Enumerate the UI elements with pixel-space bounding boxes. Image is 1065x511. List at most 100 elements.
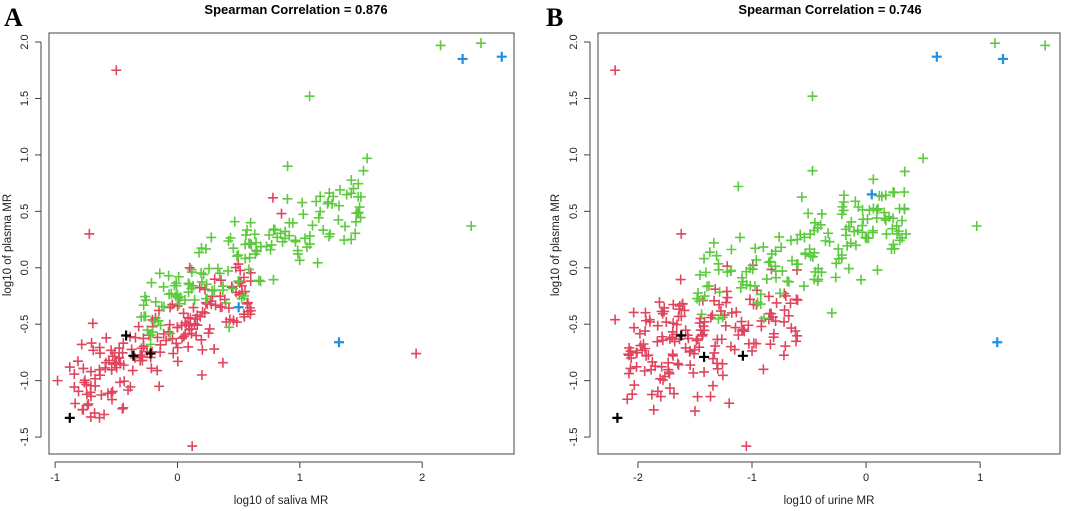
green-point [223,265,234,276]
red-point [725,341,736,352]
green-point [971,221,982,232]
green-point [282,161,293,172]
blue-point [997,53,1008,64]
green-point [796,192,807,203]
red-point [176,320,187,331]
data-points [610,38,1051,452]
red-point [221,316,232,327]
red-point [117,403,128,414]
green-point [868,174,879,185]
green-point [749,281,760,292]
red-point [183,341,194,352]
green-point [699,253,710,264]
red-point [215,302,226,313]
red-point [81,389,92,400]
green-point [233,250,244,261]
x-axis-label: log10 of saliva MR [234,495,329,507]
red-point [245,305,256,316]
red-point [631,347,642,358]
red-point [675,274,686,285]
red-point [69,382,80,393]
green-point [323,196,334,207]
green-point [899,166,910,177]
x-axis-ticks: -2 -1 0 1 [633,461,983,484]
red-point [90,373,101,384]
red-point [638,339,649,350]
y-tick-label: 0.5 [568,204,580,219]
red-point [664,333,675,344]
red-point [659,306,670,317]
red-point [689,406,700,417]
green-point [353,191,364,202]
red-point [276,208,287,219]
red-point [100,362,111,373]
y-tick-label: 0.0 [19,260,31,275]
red-point [242,297,253,308]
green-point [138,300,149,311]
black-point [676,330,687,341]
green-point [203,263,214,274]
chart-title: Spearman Correlation = 0.876 [204,2,387,17]
green-point [747,264,758,275]
green-point [264,230,275,241]
green-point [867,225,878,236]
green-point [1040,40,1051,51]
data-points [52,38,507,452]
red-point [155,347,166,358]
green-point [703,280,714,291]
green-point [174,298,185,309]
green-point [897,215,908,226]
y-tick-label: 2.0 [568,34,580,49]
red-point [152,365,163,376]
green-point [324,188,335,199]
green-point [872,265,883,276]
green-point [692,288,703,299]
red-point [187,441,198,452]
red-point [126,344,137,355]
red-point [628,307,639,318]
green-point [737,272,748,283]
green-point [224,322,235,333]
red-point [95,370,106,381]
panel-label-b: B [546,3,564,32]
green-point [272,232,283,243]
green-point [798,281,809,292]
green-point [183,287,194,298]
red-point [664,383,675,394]
green-point [846,216,857,227]
green-point [200,243,211,254]
green-point [282,193,293,204]
green-point [339,235,350,246]
green-point [850,196,861,207]
green-point [292,245,303,256]
green-point [880,190,891,201]
green-point [843,263,854,274]
red-point [711,358,722,369]
red-point [684,346,695,357]
green-point [307,220,318,231]
y-tick-label: -0.5 [568,315,580,334]
red-point [652,336,663,347]
red-point [640,326,651,337]
black-point [64,412,75,423]
green-point [170,291,181,302]
green-point [206,232,217,243]
green-point [918,153,929,164]
red-point [668,299,679,310]
red-point [730,322,741,333]
green-point [466,221,477,232]
red-point [768,332,779,343]
green-point [435,40,446,51]
green-point [350,228,361,239]
green-point [240,239,251,250]
blue-point [334,337,345,348]
red-point [136,343,147,354]
green-point [194,247,205,258]
green-point [830,272,841,283]
green-point [183,278,194,289]
green-point [255,276,266,287]
green-point [212,263,223,274]
y-axis-ticks: -1.5 -1.0 -0.5 0.0 0.5 1.0 1.5 2.0 [19,34,42,447]
red-point [172,356,183,367]
